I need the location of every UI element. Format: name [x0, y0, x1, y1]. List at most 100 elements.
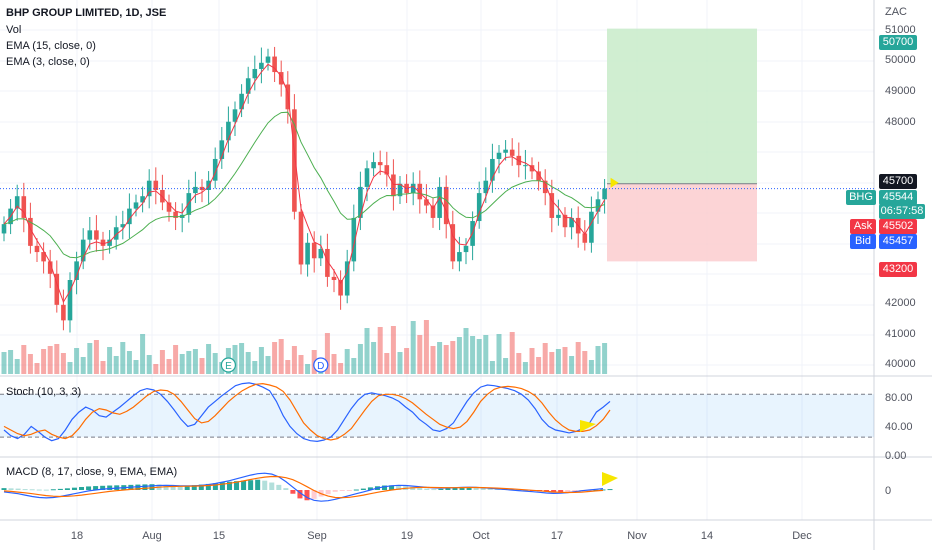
candle — [463, 245, 469, 253]
volume-bar — [417, 335, 423, 374]
candle — [166, 202, 172, 212]
candle — [344, 261, 350, 296]
candle — [542, 180, 548, 194]
volume-bar — [245, 352, 251, 374]
volume-bar — [522, 362, 528, 374]
macd-histogram-bar — [297, 490, 303, 499]
volume-bar — [496, 334, 502, 374]
volume-bar — [159, 350, 165, 374]
volume-bar — [569, 356, 575, 374]
date-tick: Nov — [627, 530, 647, 542]
date-tick: Aug — [142, 530, 162, 542]
candle — [450, 224, 456, 262]
macd-histogram-bar — [86, 486, 92, 490]
macd-histogram-bar — [170, 485, 176, 490]
price-tick: 40000 — [885, 358, 916, 370]
volume-bar — [272, 342, 278, 374]
macd-histogram-bar — [276, 484, 282, 490]
price-tick: 41000 — [885, 328, 916, 340]
candle — [483, 180, 489, 194]
candle — [272, 56, 277, 73]
candle — [14, 196, 20, 209]
event-marker-label: D — [317, 361, 324, 372]
volume-bar — [542, 343, 548, 374]
candle — [193, 186, 198, 194]
macd-histogram-bar — [15, 488, 21, 490]
macd-histogram-bar — [382, 485, 388, 490]
candle — [562, 214, 568, 228]
bid-label-tag: Bid — [850, 234, 876, 249]
volume-bar — [41, 349, 47, 374]
volume-bar — [503, 358, 509, 374]
macd-histogram-bar — [389, 485, 395, 490]
volume-bar — [47, 346, 53, 374]
candle — [212, 158, 218, 181]
symbol-tag: BHG — [846, 190, 876, 205]
volume-bar — [153, 364, 159, 374]
volume-bar — [100, 361, 106, 374]
volume-bar — [516, 353, 522, 374]
macd-histogram-bar — [64, 488, 70, 490]
stop-price-tag: 43200 — [879, 262, 917, 277]
volume-bar — [351, 358, 357, 374]
candle — [496, 152, 502, 159]
event-marker-circle — [313, 357, 329, 373]
volume-bar — [126, 351, 132, 374]
macd-histogram-bar — [290, 490, 296, 494]
macd-histogram-bar — [212, 483, 218, 490]
volume-bar — [278, 339, 284, 374]
volume-bar — [133, 360, 139, 374]
macd-histogram-bar — [149, 484, 155, 490]
macd-histogram-bar — [339, 490, 345, 491]
volume-bar — [404, 348, 410, 374]
volume-bar — [113, 356, 119, 374]
price-tick: 51000 — [885, 24, 916, 36]
macd-histogram-bar — [565, 490, 571, 493]
candle — [140, 196, 145, 203]
macd-tick: 0 — [885, 485, 892, 497]
event-marker: E — [220, 357, 236, 373]
stoch-flag — [580, 420, 596, 432]
macd-histogram-bar — [234, 481, 240, 490]
date-tick: 14 — [700, 530, 714, 542]
candle — [245, 78, 251, 94]
candle — [226, 121, 231, 141]
macd-histogram-bar — [29, 489, 35, 491]
ema3-line — [3, 63, 606, 304]
macd-histogram-bar — [353, 489, 359, 491]
volume-bar — [509, 332, 515, 374]
volume-bar — [364, 328, 370, 374]
candle — [292, 109, 297, 212]
stoch-legend: Stoch (10, 3, 3) — [6, 386, 82, 398]
stoch-d-line — [3, 382, 611, 441]
macd-histogram-bar — [22, 489, 28, 491]
candle — [325, 248, 330, 277]
date-tick: 19 — [400, 530, 414, 542]
candle — [443, 186, 449, 225]
volume-bar — [146, 355, 152, 374]
bid-price-tag: 45457 — [879, 234, 917, 249]
volume-bar — [390, 326, 396, 374]
volume-bar — [252, 361, 258, 374]
volume-bar — [186, 351, 192, 374]
macd-histogram-bar — [346, 490, 352, 491]
volume-bar — [536, 357, 542, 374]
volume-bar — [555, 349, 561, 374]
macd-histogram-bar — [43, 489, 49, 491]
volume-bar — [74, 348, 80, 374]
volume-bar — [239, 343, 245, 374]
volume-bar — [476, 339, 482, 374]
candle — [87, 230, 93, 240]
volume-bar — [212, 353, 218, 374]
volume-bar — [14, 359, 20, 374]
volume-bar — [450, 341, 456, 374]
volume-bar — [34, 363, 40, 374]
macd-histogram-bar — [191, 485, 197, 490]
candle — [371, 162, 376, 169]
candle — [331, 276, 337, 280]
countdown-tag: 06:57:58 — [879, 204, 925, 219]
candle — [410, 183, 416, 194]
macd-histogram-bar — [367, 487, 373, 490]
macd-histogram-bar — [198, 484, 204, 490]
